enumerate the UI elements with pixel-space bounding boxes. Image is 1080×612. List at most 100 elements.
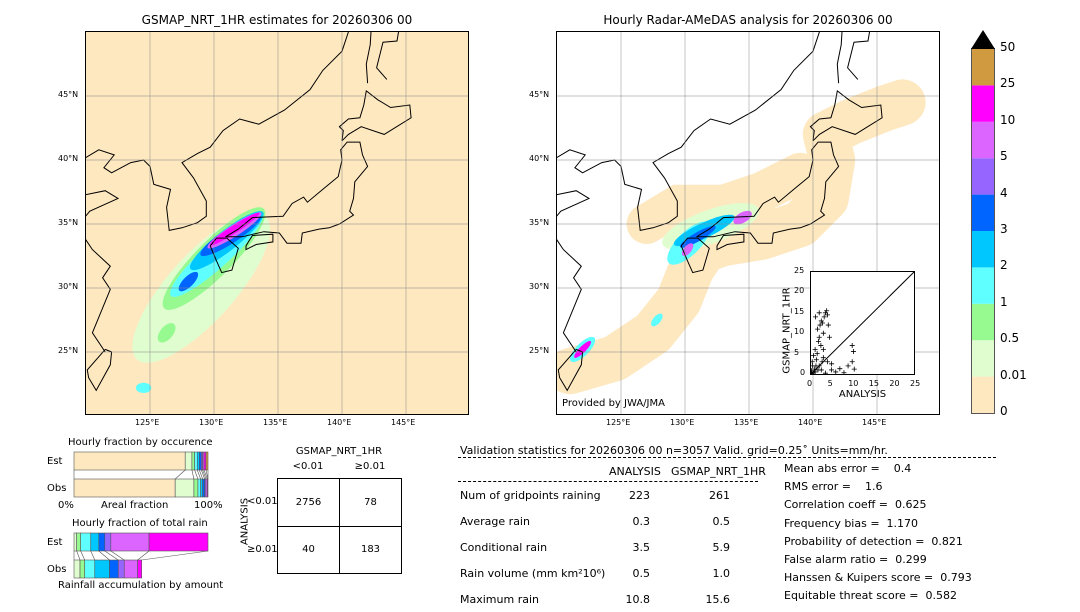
scatter-point (809, 359, 815, 365)
fraction-segment (193, 478, 199, 498)
cell-b: 78 (364, 497, 377, 508)
fraction-segment (110, 532, 150, 552)
colorbar-segment (972, 267, 994, 304)
lat-tick: 45°N (529, 90, 550, 99)
credit-text: Provided by JWA/JMA (562, 398, 665, 409)
rain-area (135, 382, 152, 393)
scatter-point (824, 359, 830, 365)
connector (141, 550, 209, 561)
connector (80, 550, 85, 561)
fraction-segment (90, 532, 100, 552)
coastline-kyushu (680, 237, 710, 274)
occ-obs-label: Obs (47, 483, 67, 494)
stat-gsmap: 261 (709, 489, 730, 502)
scatter-ytick: 5 (794, 347, 800, 357)
score-line: Probability of detection = 0.821 (784, 534, 963, 548)
lat-tick: 40°N (58, 154, 79, 163)
rain-xlabel: Rainfall accumulation by amount (58, 580, 224, 591)
coastline-mainland (557, 32, 820, 353)
fraction-segment (202, 478, 205, 498)
scatter-ytick: 20 (794, 286, 805, 296)
lat-tick: 35°N (529, 218, 550, 227)
scatter-point (824, 312, 830, 318)
scatter-ytick: 0 (800, 368, 806, 377)
coastline-shikoku (245, 233, 274, 251)
scatter-point (816, 363, 822, 369)
scatter-point (820, 330, 826, 336)
colorbar-segment (972, 231, 994, 268)
scatter-point (820, 355, 826, 361)
fraction-segment (104, 532, 112, 552)
coastline-hokkaido (809, 89, 883, 142)
colorbar-segment (972, 121, 994, 159)
scatter-point (813, 357, 819, 363)
score-line: False alarm ratio = 0.299 (784, 553, 927, 566)
lon-tick: 130°E (670, 418, 695, 427)
scatter-xtick: 0 (807, 379, 813, 388)
fraction-segment (76, 532, 82, 552)
fraction-segment (174, 478, 195, 498)
scatter-point (813, 314, 819, 320)
scatter-point (820, 347, 826, 353)
colorbar-extend-arrow-icon (971, 30, 995, 49)
rain-fraction-title: Hourly fraction of total rain (72, 518, 208, 529)
connector (202, 469, 207, 480)
colorbar-label: 0.01 (1000, 367, 1027, 382)
scatter-point (837, 366, 843, 372)
connector (98, 550, 110, 561)
fraction-segment (205, 451, 209, 471)
connector (174, 469, 186, 480)
colorbar-label: 0.5 (1000, 331, 1020, 346)
lat-tick: 30°N (529, 282, 550, 291)
connector (110, 550, 125, 561)
connector (196, 469, 201, 480)
stat-analysis: 0.5 (632, 567, 651, 580)
stat-label: Average rain (460, 515, 530, 528)
scatter-point (821, 314, 827, 320)
scatter-point (829, 361, 835, 367)
colorbar-segment (972, 158, 994, 195)
occ-est-label: Est (47, 456, 63, 467)
lat-tick: 45°N (58, 90, 79, 99)
connector (76, 550, 81, 561)
fraction-segment (184, 451, 193, 471)
colorbar-label: 1 (1000, 294, 1008, 309)
connector (137, 550, 150, 561)
coastline-kyushu (209, 237, 239, 274)
stat-analysis: 0.3 (632, 515, 651, 528)
radar-coverage (626, 152, 821, 244)
scatter-point (850, 349, 856, 355)
radar-map: Provided by JWA/JMA (556, 31, 940, 415)
scatter-point (815, 326, 821, 332)
scatter-point (810, 363, 816, 369)
scatter-point (819, 359, 825, 365)
scatter-point (849, 342, 855, 348)
connector (191, 469, 195, 480)
occ-xlabel: Areal fraction (101, 500, 169, 511)
scatter-point (816, 310, 822, 316)
scatter-xtick: 15 (868, 379, 879, 388)
stat-label: Maximum rain (460, 593, 539, 606)
occ-tick-0: 0% (58, 500, 74, 511)
colorbar-label: 4 (1000, 185, 1008, 200)
lon-tick: 125°E (135, 418, 160, 427)
coastline-sakhalin (836, 32, 843, 84)
scatter-point (815, 367, 821, 373)
left-map-title: GSMAP_NRT_1HR estimates for 20260306 00 (141, 13, 413, 27)
lon-tick: 145°E (391, 418, 416, 427)
scatter-point (825, 322, 831, 328)
coastline-honshu (225, 141, 369, 244)
colorbar-label: 2 (1000, 258, 1008, 273)
connector (194, 469, 199, 480)
fraction-segment (109, 559, 119, 579)
rain-area (574, 340, 592, 358)
scatter-point (845, 363, 851, 369)
stat-gsmap: 1.0 (712, 567, 731, 580)
cell-d: 183 (360, 544, 381, 555)
rain-area (209, 212, 260, 246)
fraction-bars (73, 451, 209, 579)
rain-area (651, 313, 663, 327)
fraction-segment (73, 478, 176, 498)
scatter-ytick: 25 (794, 266, 805, 275)
score-line: Hanssen & Kuipers score = 0.793 (784, 571, 972, 585)
